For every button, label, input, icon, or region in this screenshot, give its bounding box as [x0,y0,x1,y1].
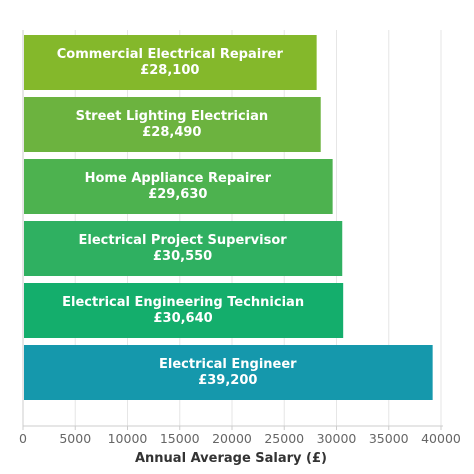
x-tick-label: 10000 [108,431,148,446]
bar-value-label: £39,200 [198,373,257,388]
bar [24,221,343,276]
x-tick-label: 35000 [369,431,409,446]
bars: Commercial Electrical Repairer£28,100 Str… [24,35,433,400]
bar-category-label: Electrical Project Supervisor [79,233,288,248]
bar-category-label: Electrical Engineering Technician [62,295,304,310]
x-tick-label: 15000 [160,431,200,446]
bar-value-label: £28,490 [142,125,201,140]
bar [24,283,344,338]
x-tick-label: 40000 [421,431,461,446]
bar-category-label: Electrical Engineer [159,357,297,372]
x-tick-label: 20000 [212,431,252,446]
x-axis: 0 5000 10000 15000 20000 25000 30000 35000 40000 [19,425,461,446]
bar [24,159,333,214]
bar-value-label: £28,100 [140,63,199,78]
bar-value-label: £29,630 [148,187,207,202]
bar-value-label: £30,550 [153,249,212,264]
x-tick-label: 5000 [59,431,91,446]
bar-category-label: Home Appliance Repairer [85,171,272,186]
x-tick-label: 0 [19,431,27,446]
bar-category-label: Street Lighting Electrician [76,109,269,124]
bar-category-label: Commercial Electrical Repairer [57,47,284,62]
bar-value-label: £30,640 [153,311,212,326]
bar [24,97,321,152]
bar [24,35,317,90]
x-axis-title: Annual Average Salary (£) [135,451,327,466]
x-tick-label: 25000 [264,431,304,446]
bar [24,345,433,400]
x-tick-label: 30000 [317,431,357,446]
